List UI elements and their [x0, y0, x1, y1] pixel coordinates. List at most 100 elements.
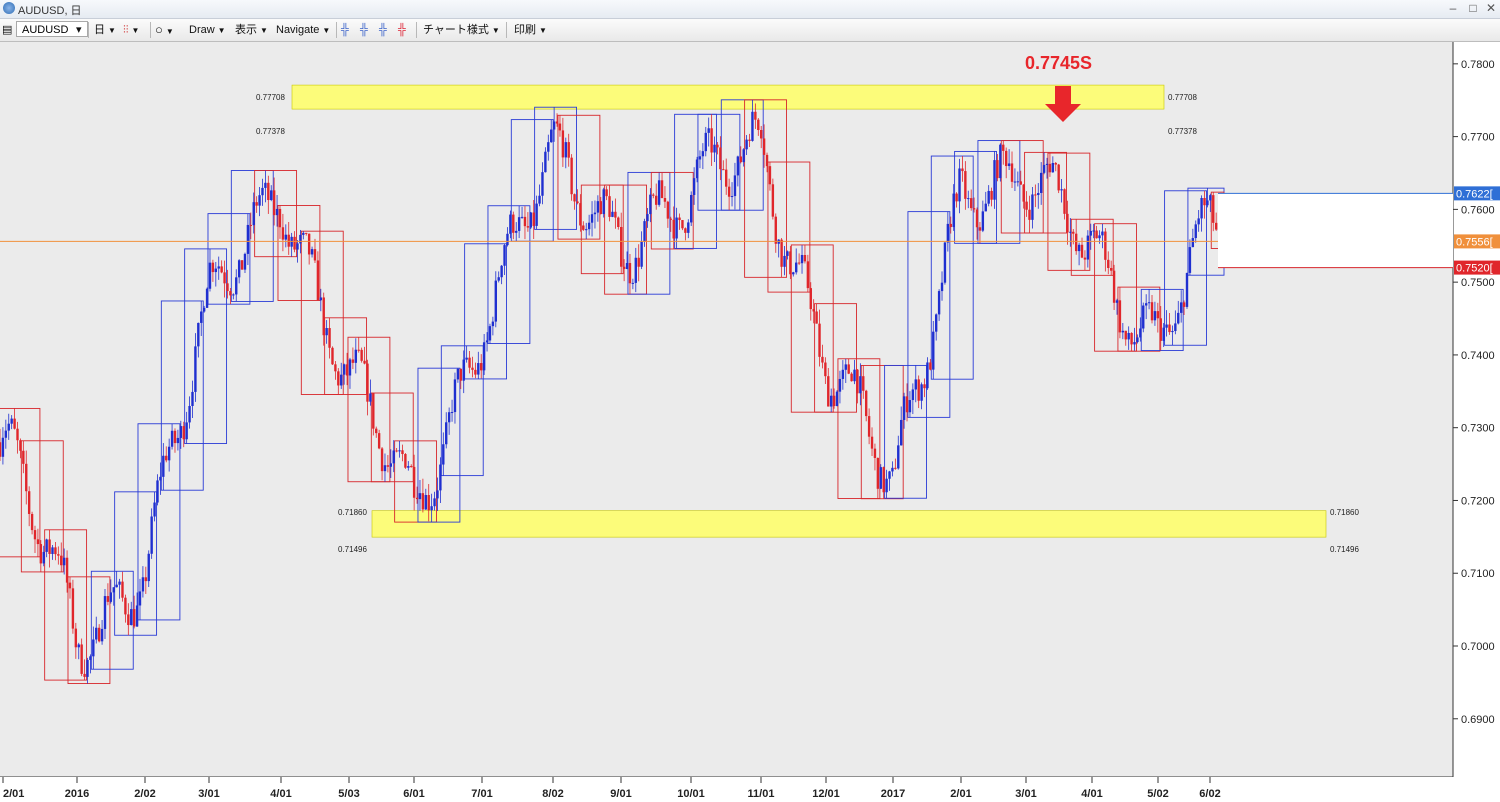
candle-body — [494, 280, 497, 322]
candle-body — [1115, 300, 1119, 303]
price-chart[interactable]: 0.7745S 0.77708 0.77378 0.77708 0.77378 … — [0, 42, 1500, 802]
crosshair-icon[interactable]: ╬ — [341, 24, 349, 36]
price-tick-label: 0.7400 — [1461, 350, 1495, 362]
candle-body — [1054, 162, 1057, 165]
candle-body — [48, 539, 51, 554]
symbol-select[interactable]: AUDUSD — [16, 21, 88, 37]
candle-body — [1042, 164, 1046, 173]
candle-body — [786, 251, 789, 256]
delete-icon[interactable]: ╬ — [398, 24, 406, 36]
candle-body — [1159, 318, 1162, 341]
candle-icon[interactable]: ⫶⫶ ▼ — [123, 24, 140, 36]
display-menu[interactable]: 表示 ▼ — [235, 24, 268, 36]
range-box — [1000, 140, 1044, 234]
chart-window-icon[interactable]: ▤ — [2, 24, 13, 36]
candle-body — [302, 232, 305, 235]
candle-body — [599, 201, 602, 215]
candle-body — [911, 389, 915, 401]
range-box — [67, 576, 111, 685]
minimize-icon[interactable]: – — [1449, 1, 1457, 15]
candle-body — [89, 656, 92, 660]
candle-body — [202, 307, 206, 312]
range-box — [627, 171, 671, 295]
candle-body — [713, 144, 716, 153]
candle-body — [617, 217, 620, 227]
range-box — [440, 345, 484, 477]
date-tick-label: 4/01 — [1081, 788, 1102, 800]
zoom-in-icon[interactable]: ╬ — [360, 24, 368, 36]
candle-body — [1150, 302, 1154, 321]
candle-body — [71, 588, 75, 629]
candle-body — [488, 326, 492, 341]
candle-body — [30, 513, 34, 531]
candle-body — [523, 216, 527, 227]
candle-body — [509, 214, 512, 234]
candle-body — [325, 328, 328, 336]
candle-body — [60, 555, 63, 566]
candle-body — [10, 418, 13, 424]
candle-body — [436, 490, 439, 499]
candle-body — [908, 400, 912, 413]
candle-body — [620, 226, 623, 267]
candle-body — [226, 283, 229, 292]
candle-body — [538, 195, 541, 204]
range-box — [1140, 288, 1184, 352]
candle-body — [690, 194, 693, 223]
candle-body — [447, 412, 451, 423]
date-tick-label: 7/01 — [471, 788, 492, 800]
candle-body — [147, 553, 150, 582]
candle-body — [360, 349, 363, 361]
navigate-menu[interactable]: Navigate ▼ — [276, 24, 331, 36]
maximize-icon[interactable]: □ — [1469, 1, 1477, 15]
candle-body — [564, 142, 567, 158]
range-box — [207, 213, 251, 305]
candle-body — [934, 314, 938, 332]
candle-body — [410, 466, 413, 468]
candle-body — [550, 129, 553, 143]
candle-body — [1127, 332, 1130, 340]
chevron-down-icon[interactable]: ▾ — [76, 24, 82, 36]
range-box — [604, 184, 647, 295]
candle-body — [223, 272, 226, 284]
print-menu[interactable]: 印刷 ▼ — [514, 24, 547, 36]
candle-body — [33, 530, 37, 540]
candle-body — [864, 390, 868, 417]
candle-body — [1171, 331, 1174, 333]
candle-body — [797, 262, 801, 264]
candle-body — [415, 497, 419, 500]
candle-body — [264, 182, 267, 188]
candle-body — [1086, 235, 1090, 260]
candle-body — [1109, 268, 1113, 271]
candle-body — [640, 241, 643, 267]
candle-body — [86, 659, 89, 677]
plot-area[interactable] — [0, 42, 1453, 802]
signal-annotation: 0.7745S — [1025, 53, 1092, 73]
draw-menu[interactable]: Draw ▼ — [189, 24, 226, 36]
candle-body — [42, 551, 45, 564]
candle-body — [342, 364, 346, 375]
zoom-out-icon[interactable]: ╬ — [379, 24, 387, 36]
candle-body — [474, 369, 477, 375]
range-box — [277, 205, 321, 301]
range-box — [744, 99, 787, 278]
circle-icon[interactable]: ○ ▼ — [155, 22, 174, 37]
close-icon[interactable]: ✕ — [1485, 1, 1497, 15]
candle-body — [243, 253, 247, 270]
range-box — [417, 367, 461, 523]
candle-body — [949, 223, 952, 228]
candle-body — [733, 175, 737, 197]
chart-style-menu[interactable]: チャート様式 ▼ — [423, 24, 500, 36]
candle-body — [698, 156, 702, 160]
candle-body — [1025, 201, 1028, 210]
candle-body — [678, 217, 681, 221]
hl2-lower-label-right: 0.71496 — [1330, 545, 1359, 554]
candle-body — [80, 644, 83, 674]
range-box — [674, 113, 717, 249]
candle-body — [926, 362, 929, 389]
price-axis[interactable] — [1453, 42, 1500, 802]
candle-body — [999, 144, 1002, 179]
candle-body — [1212, 195, 1215, 223]
candle-body — [899, 419, 903, 446]
candle-body — [917, 379, 920, 401]
timeframe-menu[interactable]: 日 ▼ — [94, 24, 116, 36]
